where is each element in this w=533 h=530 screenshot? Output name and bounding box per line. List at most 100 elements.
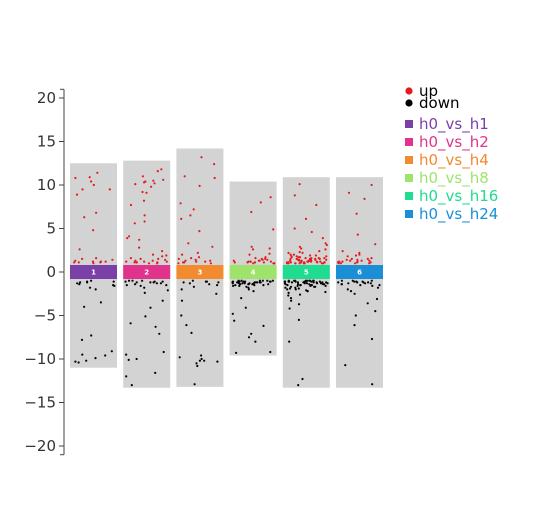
legend-swatch-icon	[405, 192, 413, 200]
down-point	[155, 282, 158, 285]
up-point	[78, 248, 81, 251]
up-point	[165, 260, 168, 263]
up-point	[143, 181, 146, 184]
down-point	[318, 280, 321, 283]
up-point	[273, 262, 276, 265]
down-point	[143, 286, 146, 289]
group-points	[73, 171, 116, 364]
up-point	[301, 251, 304, 254]
up-point	[162, 178, 165, 181]
up-point	[145, 191, 148, 194]
down-point	[378, 284, 381, 287]
up-point	[108, 188, 111, 191]
down-point	[131, 279, 134, 282]
up-point	[153, 182, 156, 185]
up-point	[147, 262, 151, 265]
up-point	[96, 171, 99, 174]
up-point	[195, 260, 198, 263]
up-point	[358, 253, 361, 256]
down-point	[88, 286, 92, 289]
plot-area: 1 2 3 4 5 6	[70, 148, 383, 388]
up-point	[142, 199, 146, 202]
up-point	[347, 191, 351, 194]
group-points	[124, 168, 169, 387]
up-point	[262, 261, 265, 264]
group-label-bar	[176, 265, 224, 279]
group-2: 2	[123, 160, 171, 388]
down-point	[188, 282, 191, 285]
down-point	[162, 350, 165, 354]
group-label-text: 6	[357, 269, 362, 277]
down-point	[296, 284, 299, 287]
down-point	[250, 332, 253, 335]
down-point	[234, 284, 237, 287]
down-point	[191, 279, 194, 282]
up-point	[252, 262, 255, 265]
up-point	[266, 258, 269, 261]
up-point	[74, 176, 77, 180]
up-point	[151, 259, 154, 262]
down-point	[308, 283, 311, 286]
up-point	[297, 256, 300, 259]
up-point	[350, 257, 353, 260]
group-label-bar	[229, 265, 277, 279]
group-label-text: 5	[304, 269, 309, 277]
down-point	[320, 282, 323, 285]
group-background	[336, 177, 383, 388]
up-point	[272, 228, 275, 231]
down-point	[294, 288, 297, 291]
up-point	[198, 184, 201, 187]
up-point	[370, 257, 373, 260]
down-point	[254, 340, 257, 343]
up-point	[128, 235, 131, 238]
down-point	[190, 331, 193, 334]
down-point	[296, 281, 299, 284]
up-point	[177, 257, 180, 260]
legend-label: h0_vs_h2	[419, 133, 489, 152]
up-point	[111, 258, 114, 261]
group-5: 5	[282, 177, 330, 388]
up-point	[213, 176, 216, 180]
legend-swatch-icon	[405, 138, 413, 146]
down-point	[284, 286, 287, 289]
up-point	[306, 260, 310, 263]
up-point	[363, 197, 366, 200]
up-point	[295, 255, 298, 258]
up-point	[339, 262, 342, 265]
down-point	[76, 282, 79, 285]
up-point	[318, 257, 321, 260]
up-point	[209, 259, 212, 262]
up-point	[349, 259, 352, 262]
legend-label: up	[419, 82, 438, 100]
down-point	[94, 357, 97, 360]
up-point	[297, 258, 300, 261]
up-point	[337, 262, 340, 265]
down-point	[182, 281, 185, 284]
down-point	[286, 284, 289, 287]
down-point	[196, 364, 199, 368]
up-point	[269, 260, 272, 263]
up-point	[74, 259, 77, 262]
up-point	[165, 254, 168, 257]
down-point	[239, 283, 242, 286]
down-point	[247, 286, 250, 289]
down-point	[251, 283, 254, 286]
down-point	[367, 281, 370, 284]
down-point	[269, 350, 272, 354]
down-point	[340, 279, 343, 282]
legend-dot-icon	[405, 87, 413, 95]
down-point	[258, 279, 261, 282]
down-point	[185, 324, 188, 327]
down-point	[299, 284, 302, 287]
down-point	[294, 280, 297, 283]
down-point	[266, 279, 269, 282]
down-point	[231, 280, 235, 283]
down-point	[324, 290, 327, 294]
down-point	[306, 290, 309, 293]
down-point	[130, 384, 133, 387]
down-point	[149, 281, 152, 284]
group-label-text: 1	[91, 269, 96, 277]
up-point	[200, 156, 203, 159]
up-point	[134, 183, 137, 186]
down-point	[258, 281, 261, 284]
